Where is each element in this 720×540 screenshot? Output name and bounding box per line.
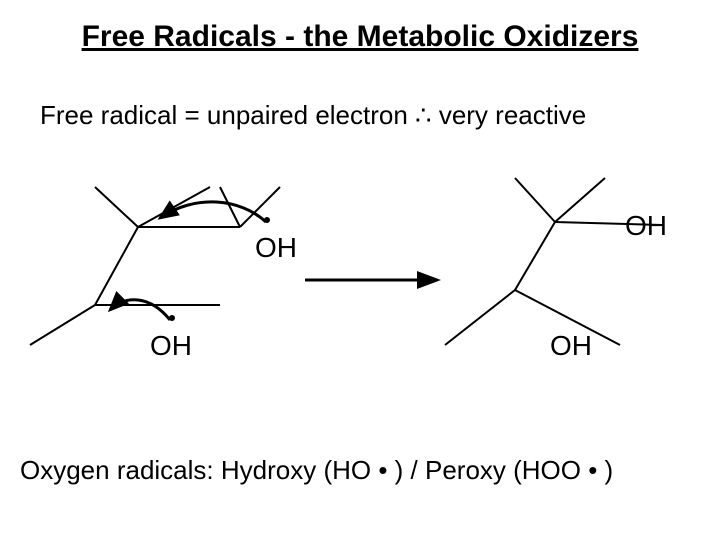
reaction-diagram: OH OH OH OH (0, 150, 720, 410)
radical-dot-icon (169, 315, 175, 321)
slide-title: Free Radicals - the Metabolic Oxidizers (0, 20, 720, 54)
slide-subtitle: Free radical = unpaired electron ∴ very … (40, 100, 586, 131)
oh-label: OH (150, 330, 192, 362)
diagram-svg (0, 150, 720, 410)
radical-dot-icon (264, 217, 270, 223)
curved-arrows (110, 202, 266, 320)
oh-label: OH (625, 210, 667, 242)
reactant-molecule (30, 187, 280, 345)
subtitle-pre: Free radical = unpaired electron (40, 100, 415, 130)
oh-label: OH (550, 330, 592, 362)
footer-text: Oxygen radicals: Hydroxy (HO • ) / Perox… (20, 455, 720, 486)
product-molecule (445, 178, 662, 345)
therefore-symbol: ∴ (415, 101, 432, 131)
subtitle-post: very reactive (432, 100, 587, 130)
slide: Free Radicals - the Metabolic Oxidizers … (0, 0, 720, 540)
oh-label: OH (255, 232, 297, 264)
